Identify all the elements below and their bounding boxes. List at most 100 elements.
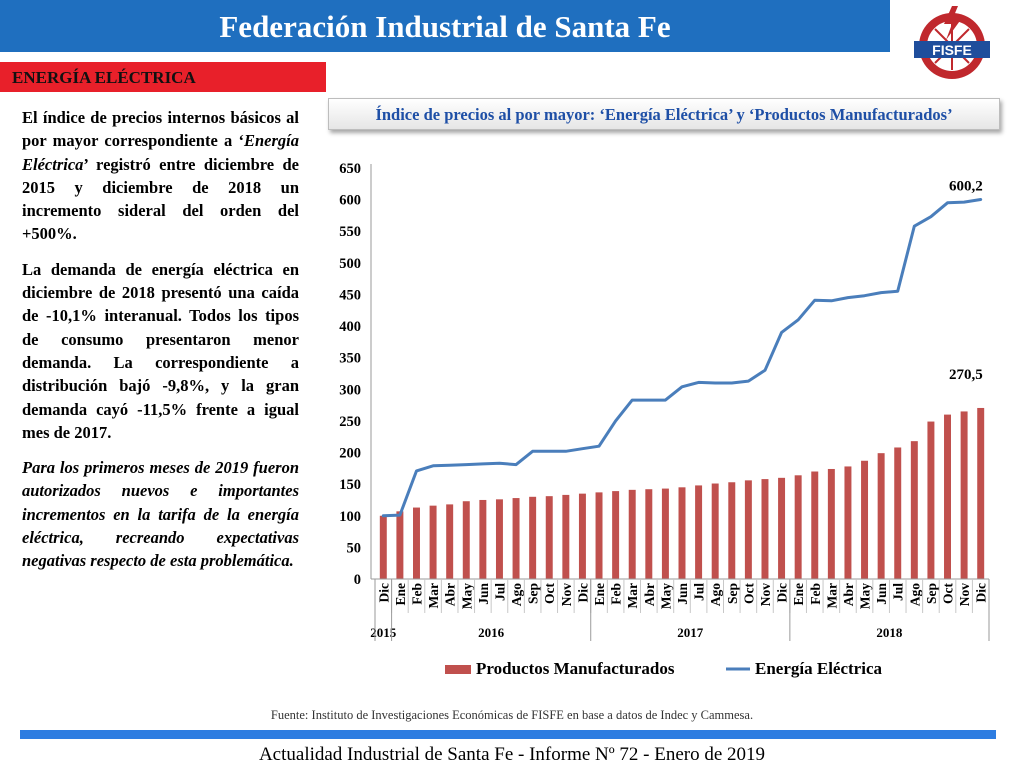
logo-text: FISFE: [932, 42, 972, 58]
x-tick-label: Nov: [758, 583, 773, 606]
legend-label: Energía Eléctrica: [755, 659, 882, 678]
x-tick-label: Nov: [559, 583, 574, 606]
paragraph-3: Para los primeros meses de 2019 fueron a…: [22, 458, 299, 571]
page-title: Federación Industrial de Santa Fe: [219, 9, 671, 44]
x-tick-label: Dic: [775, 583, 790, 603]
chart-title: Índice de precios al por mayor: ‘Energía…: [375, 105, 953, 124]
x-tick-label: Dic: [974, 583, 989, 603]
y-tick-label: 500: [339, 256, 361, 272]
y-tick-label: 200: [339, 446, 361, 462]
x-tick-label: Sep: [924, 583, 939, 604]
year-label: 2018: [876, 625, 903, 640]
bar: [462, 501, 470, 579]
bar: [778, 477, 786, 579]
section-label: ENERGÍA ELÉCTRICA: [12, 68, 196, 87]
x-tick-label: Dic: [376, 583, 391, 603]
bar: [595, 492, 603, 579]
x-tick-label: Jun: [476, 583, 491, 605]
source-note: Fuente: Instituto de Investigaciones Eco…: [270, 708, 754, 722]
x-tick-label: Jul: [692, 583, 707, 601]
y-tick-label: 450: [339, 287, 361, 303]
x-tick-label: Ago: [907, 583, 922, 606]
bar: [578, 493, 586, 579]
x-tick-label: Ene: [592, 583, 607, 606]
bar: [960, 411, 968, 579]
x-tick-label: May: [658, 583, 673, 609]
x-tick-label: Feb: [409, 583, 424, 605]
x-tick-label: Dic: [575, 583, 590, 603]
paragraph-2: La demanda de energía eléctrica en dicie…: [22, 259, 299, 442]
bar: [396, 511, 404, 579]
x-tick-label: Sep: [526, 583, 541, 604]
bar: [413, 507, 420, 579]
x-tick-label: May: [459, 583, 474, 609]
legend-swatch-bar: [445, 665, 471, 674]
x-tick-label: Jun: [675, 583, 690, 605]
x-tick-label: Ago: [509, 583, 524, 606]
y-tick-label: 350: [339, 351, 361, 367]
chart-title-box: [328, 98, 1000, 130]
year-label: 2017: [677, 625, 704, 640]
paragraph-1: El índice de precios internos básicos al…: [22, 106, 299, 246]
title-bar: [0, 0, 890, 52]
y-tick-label: 100: [339, 509, 361, 525]
bar: [645, 489, 653, 579]
x-tick-label: Oct: [741, 583, 756, 604]
bar: [545, 496, 553, 579]
y-tick-label: 650: [339, 161, 361, 177]
bar: [628, 489, 636, 579]
y-tick-label: 550: [339, 224, 361, 240]
bar: [761, 479, 769, 579]
bar: [910, 441, 918, 579]
x-tick-label: Abr: [443, 583, 458, 606]
x-tick-label: Feb: [808, 583, 823, 605]
legend-label: Productos Manufacturados: [476, 659, 675, 678]
y-tick-label: 400: [339, 319, 361, 335]
y-tick-label: 150: [339, 477, 361, 493]
x-tick-label: Oct: [542, 583, 557, 604]
x-tick-label: Abr: [841, 583, 856, 606]
bar: [894, 447, 902, 579]
lightning-icon: [944, 6, 962, 40]
bar: [844, 466, 852, 579]
bar: [678, 487, 686, 579]
bar: [811, 471, 819, 579]
bar: [977, 407, 985, 579]
bar: [479, 499, 487, 579]
x-tick-label: Jul: [891, 583, 906, 601]
x-tick-label: Ene: [791, 583, 806, 606]
y-tick-label: 300: [339, 382, 361, 398]
bar: [827, 468, 835, 579]
x-tick-label: Mar: [824, 583, 839, 608]
x-tick-label: Nov: [957, 583, 972, 606]
bar: [861, 460, 869, 579]
x-tick-label: Oct: [941, 583, 956, 604]
bar: [944, 414, 951, 579]
bar: [728, 482, 736, 579]
y-tick-label: 250: [339, 414, 361, 430]
bar: [446, 504, 454, 579]
bar: [429, 505, 437, 579]
x-tick-label: Jun: [874, 583, 889, 605]
footer-report: Actualidad Industrial de Santa Fe - Info…: [258, 744, 766, 765]
x-tick-label: May: [858, 583, 873, 609]
bar: [512, 498, 520, 579]
x-tick-label: Jul: [492, 583, 507, 601]
bar: [379, 515, 387, 579]
x-tick-label: Feb: [609, 583, 624, 605]
data-label-energia: 600,2: [949, 178, 983, 194]
bar: [562, 494, 570, 579]
price-index-chart: 0 50 100 150 200 250 300 350 400 450 500 550 600 650 D…: [339, 161, 990, 678]
paragraph-1-emphasis: Energía Eléctrica: [22, 131, 299, 174]
bar: [495, 499, 503, 579]
bar: [877, 453, 885, 579]
bar: [927, 421, 935, 579]
y-tick-label: 600: [339, 193, 361, 209]
x-tick-label: Mar: [625, 583, 640, 608]
bar: [744, 480, 752, 579]
bar: [695, 485, 703, 579]
data-label-manufacturados: 270,5: [949, 367, 983, 383]
x-tick-label: Mar: [426, 583, 441, 608]
paragraph-1-end: ’ registró entre diciembre de 2015 y dic…: [22, 154, 299, 244]
bar: [794, 475, 802, 579]
